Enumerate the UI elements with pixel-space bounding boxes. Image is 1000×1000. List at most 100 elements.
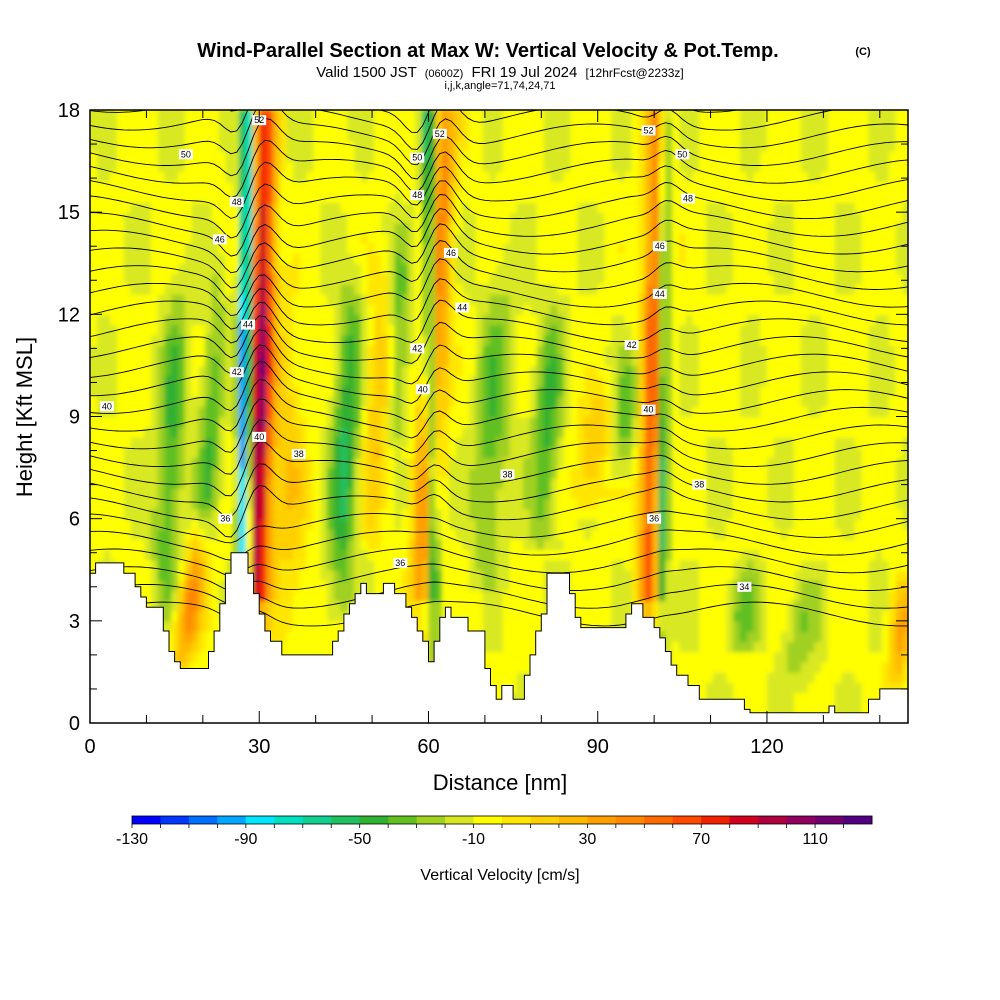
colorbar xyxy=(131,815,873,828)
terrain-mask xyxy=(90,552,908,723)
y-tick-label: 12 xyxy=(58,304,80,326)
theta-contour-line xyxy=(90,485,908,538)
colorbar-swatch xyxy=(274,816,304,824)
theta-contour-label: 48 xyxy=(681,193,695,204)
theta-contour-label: 40 xyxy=(641,404,656,415)
theta-contour-label: 42 xyxy=(229,367,244,378)
theta-contour-line xyxy=(90,278,908,330)
colorbar-swatch xyxy=(530,816,560,824)
theta-contour-label: 44 xyxy=(652,288,667,299)
theta-contour-label: 50 xyxy=(178,149,193,160)
colorbar-swatch xyxy=(587,816,617,824)
y-tick-label: 18 xyxy=(58,100,80,122)
theta-contour-label: 44 xyxy=(241,319,255,330)
theta-contour-label: 52 xyxy=(641,125,656,136)
colorbar-swatch xyxy=(302,816,332,824)
colorbar-swatch xyxy=(786,816,816,824)
colorbar-tick-labels: -130 -90 -50 -10 30 70 110 xyxy=(116,831,828,848)
valid-time: Valid 1500 JST xyxy=(316,64,416,81)
colorbar-swatch xyxy=(558,816,588,824)
colorbar-swatch xyxy=(445,816,474,824)
colorbar-swatch xyxy=(473,816,503,824)
y-tick-label: 3 xyxy=(69,611,80,633)
theta-contour-line xyxy=(90,161,908,219)
colorbar-swatch xyxy=(160,816,190,824)
colorbar-swatch xyxy=(644,816,674,824)
theta-contour-label: 48 xyxy=(410,190,425,201)
chart-title: Wind-Parallel Section at Max W: Vertical… xyxy=(197,40,778,62)
theta-contour-label: 46 xyxy=(444,248,458,258)
colorbar-swatch xyxy=(132,816,161,824)
colorbar-tick-label: -90 xyxy=(234,831,257,848)
theta-contour-line xyxy=(90,379,908,439)
theta-contour-line xyxy=(90,529,908,561)
y-tick-label: 0 xyxy=(69,713,80,735)
theta-contour-label: 40 xyxy=(99,401,114,412)
theta-contour-line xyxy=(90,240,908,303)
theta-contour-line xyxy=(90,194,908,257)
colorbar-swatch xyxy=(388,816,418,824)
theta-contour-label: 36 xyxy=(218,513,233,524)
x-tick-label: 30 xyxy=(248,736,270,758)
chart-subtitle: Valid 1500 JST (0600Z) FRI 19 Jul 2024 [… xyxy=(316,64,684,81)
theta-contour-label: 42 xyxy=(624,340,639,350)
colorbar-tick-label: 110 xyxy=(802,831,828,848)
velocity-field xyxy=(90,110,908,723)
colorbar-swatch xyxy=(843,816,873,824)
colorbar-swatch xyxy=(701,816,731,824)
theta-contour-label: 40 xyxy=(415,384,430,395)
theta-contour-label: 44 xyxy=(455,302,470,313)
colorbar-title: Vertical Velocity [cm/s] xyxy=(420,867,579,884)
theta-contour-line xyxy=(90,441,908,497)
colorbar-swatch xyxy=(245,816,275,824)
colorbar-swatch xyxy=(729,816,759,824)
theta-contour-line xyxy=(90,329,908,385)
colorbar-swatch xyxy=(416,816,446,824)
colorbar-swatch xyxy=(815,816,844,824)
forecast-info: [12hrFcst@2233z] xyxy=(586,66,684,80)
grid-indices: i,j,k,angle=71,74,24,71 xyxy=(444,80,555,92)
colorbar-tick-label: -130 xyxy=(116,831,148,848)
x-tick-label: 120 xyxy=(750,736,783,758)
theta-contour-line xyxy=(90,361,908,422)
y-tick-label: 6 xyxy=(69,509,80,531)
colorbar-tick-label: -50 xyxy=(348,831,371,848)
theta-contour-line xyxy=(90,208,908,274)
theta-contour-label: 46 xyxy=(652,241,667,252)
theta-contour-label: 50 xyxy=(410,152,425,163)
theta-contour-label: 50 xyxy=(675,149,690,160)
theta-contour-labels: 5250484644424040383652504846444240383652… xyxy=(99,115,752,592)
x-tick-label: 90 xyxy=(587,736,609,758)
colorbar-swatch xyxy=(502,816,531,824)
theta-contour-line xyxy=(90,299,908,344)
colorbar-swatch xyxy=(331,816,361,824)
theta-contour-line xyxy=(90,510,908,544)
theta-contour-line xyxy=(90,139,908,198)
y-axis-title: Height [Kft MSL] xyxy=(12,337,37,497)
copyright-mark: (C) xyxy=(855,46,871,58)
theta-contour-line xyxy=(90,110,908,150)
theta-contour-line xyxy=(90,110,908,166)
theta-contour-label: 40 xyxy=(252,431,267,442)
theta-contour-line xyxy=(90,258,908,317)
theta-contours xyxy=(90,110,908,627)
x-axis-title: Distance [nm] xyxy=(433,770,568,795)
x-tick-label: 60 xyxy=(417,736,439,758)
theta-contour-label: 52 xyxy=(432,128,447,139)
theta-contour-label: 38 xyxy=(291,449,306,459)
theta-contour-line xyxy=(90,398,908,454)
colorbar-tick-label: 30 xyxy=(579,831,597,848)
colorbar-swatch xyxy=(672,816,702,824)
plot-area: 5250484644424040383652504846444240383652… xyxy=(90,110,908,723)
colorbar-swatch xyxy=(758,816,788,824)
colorbar-swatch xyxy=(615,816,645,824)
colorbar-swatch xyxy=(217,816,247,824)
theta-contour-label: 36 xyxy=(647,513,662,524)
colorbar-tick-label: -10 xyxy=(462,831,485,848)
theta-contour-line xyxy=(90,223,908,289)
theta-contour-label: 48 xyxy=(229,196,244,207)
colorbar-swatch xyxy=(359,816,389,824)
x-tick-labels: 0 30 60 90 120 xyxy=(84,736,783,758)
valid-date: FRI 19 Jul 2024 xyxy=(471,64,577,81)
theta-contour-line xyxy=(90,315,908,364)
